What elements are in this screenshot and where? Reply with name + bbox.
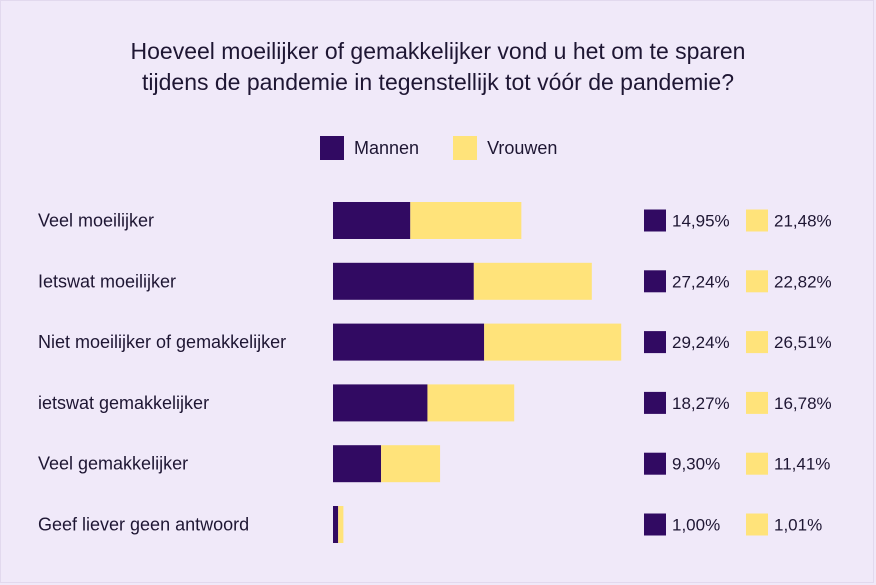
bar-mannen (333, 506, 339, 543)
legend-label-vrouwen: Vrouwen (487, 137, 558, 158)
bar-mannen (333, 445, 382, 483)
legend-item-vrouwen: Vrouwen (453, 136, 557, 160)
value-swatch-vrouwen (746, 452, 768, 475)
value-swatch-mannen (644, 209, 666, 232)
data-label-vrouwen: 21,48% (774, 212, 832, 231)
value-swatch-vrouwen (746, 513, 768, 536)
category-label: ietswat gemakkelijker (38, 393, 209, 413)
chart-title-line-2: tijdens de pandemie in tegenstellijk tot… (142, 69, 734, 95)
data-label-mannen: 18,27% (672, 394, 730, 413)
data-label-vrouwen: 16,78% (774, 394, 832, 413)
chart-title-line-1: Hoeveel moeilijker of gemakkelijker vond… (130, 38, 746, 64)
value-swatch-vrouwen (746, 209, 768, 232)
legend-swatch-vrouwen (453, 136, 478, 160)
value-swatch-mannen (644, 331, 666, 354)
chart-title: Hoeveel moeilijker of gemakkelijker vond… (0, 36, 876, 98)
bar-mannen (333, 323, 485, 361)
value-swatch-mannen (644, 391, 666, 414)
category-label: Veel moeilijker (38, 211, 154, 231)
value-swatch-mannen (644, 452, 666, 475)
data-label-mannen: 27,24% (672, 272, 730, 291)
data-label-vrouwen: 26,51% (774, 333, 832, 352)
data-label-mannen: 1,00% (672, 516, 720, 535)
legend-label-mannen: Mannen (354, 137, 420, 158)
data-label-vrouwen: 11,41% (774, 455, 830, 474)
category-label: Veel gemakkelijker (38, 454, 188, 474)
category-label: Ietswat moeilijker (38, 271, 176, 291)
bar-vrouwen (381, 445, 441, 483)
category-label: Geef liever geen antwoord (38, 515, 249, 535)
bar-mannen (333, 262, 474, 300)
legend: Mannen Vrouwen (320, 136, 591, 160)
bar-vrouwen (338, 506, 344, 543)
data-label-vrouwen: 22,82% (774, 272, 832, 291)
data-label-mannen: 29,24% (672, 333, 730, 352)
data-label-mannen: 14,95% (672, 212, 730, 231)
value-swatch-mannen (644, 513, 666, 536)
value-swatch-vrouwen (746, 391, 768, 414)
bar-mannen (333, 202, 411, 239)
value-swatch-vrouwen (746, 270, 768, 293)
bar-vrouwen (484, 323, 622, 361)
data-label-mannen: 9,30% (672, 455, 720, 474)
value-swatch-vrouwen (746, 331, 768, 354)
category-label: Niet moeilijker of gemakkelijker (38, 332, 286, 352)
data-label-vrouwen: 1,01% (774, 516, 822, 535)
value-swatch-mannen (644, 270, 666, 293)
legend-item-mannen: Mannen (320, 136, 419, 160)
bar-vrouwen (410, 202, 522, 239)
legend-swatch-mannen (320, 136, 344, 160)
bar-vrouwen (427, 384, 515, 422)
bar-vrouwen (473, 262, 592, 300)
bar-mannen (333, 384, 428, 422)
